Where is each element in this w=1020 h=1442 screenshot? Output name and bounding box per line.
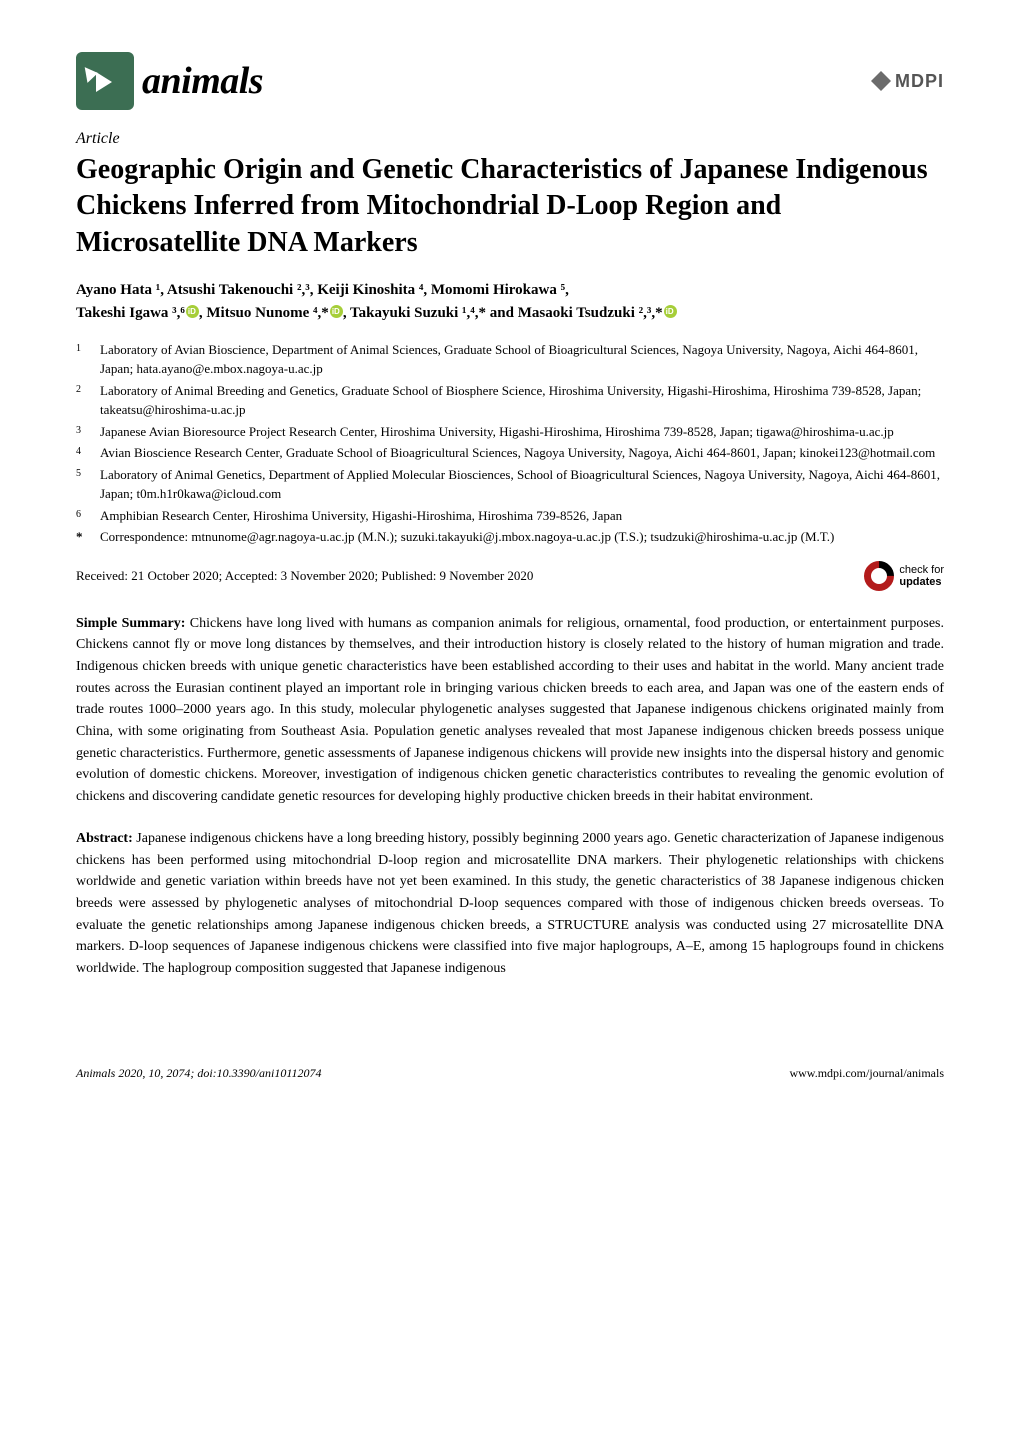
aff-text: Amphibian Research Center, Hiroshima Uni…: [100, 506, 944, 526]
publisher-logo: MDPI: [871, 71, 944, 92]
orcid-icon[interactable]: [330, 305, 343, 318]
aff-number: 5: [76, 465, 100, 504]
journal-logo: animals: [76, 52, 263, 110]
article-type: Article: [76, 130, 944, 148]
corr-star-icon: *: [76, 527, 100, 547]
aff-text: Japanese Avian Bioresource Project Resea…: [100, 422, 944, 442]
dates: Received: 21 October 2020; Accepted: 3 N…: [76, 568, 533, 584]
updates-ring-icon: [858, 554, 900, 596]
authors-line-2a: Takeshi Igawa ³,⁶: [76, 305, 185, 321]
simple-summary-text: Chickens have long lived with humans as …: [76, 616, 944, 805]
authors: Ayano Hata ¹, Atsushi Takenouchi ²,³, Ke…: [76, 279, 944, 326]
abstract-label: Abstract:: [76, 831, 133, 846]
updates-label: check forupdates: [899, 564, 944, 588]
dates-row: Received: 21 October 2020; Accepted: 3 N…: [76, 561, 944, 591]
affiliation-row: 3Japanese Avian Bioresource Project Rese…: [76, 422, 944, 442]
footer-citation: Animals 2020, 10, 2074; doi:10.3390/ani1…: [76, 1066, 321, 1081]
aff-text: Laboratory of Animal Genetics, Departmen…: [100, 465, 944, 504]
correspondence-text: Correspondence: mtnunome@agr.nagoya-u.ac…: [100, 527, 944, 547]
aff-number: 2: [76, 381, 100, 420]
mdpi-mark-icon: [871, 71, 891, 91]
aff-number: 4: [76, 443, 100, 463]
abstract: Abstract: Japanese indigenous chickens h…: [76, 828, 944, 980]
aff-number: 6: [76, 506, 100, 526]
authors-line-2b: , Mitsuo Nunome ⁴,*: [199, 305, 329, 321]
abstract-text: Japanese indigenous chickens have a long…: [76, 831, 944, 976]
header: animals MDPI: [76, 52, 944, 110]
footer: Animals 2020, 10, 2074; doi:10.3390/ani1…: [0, 1066, 1020, 1115]
affiliation-row: 2Laboratory of Animal Breeding and Genet…: [76, 381, 944, 420]
authors-line-2c: , Takayuki Suzuki ¹,⁴,* and Masaoki Tsud…: [343, 305, 663, 321]
journal-logo-icon: [76, 52, 134, 110]
publisher-name: MDPI: [895, 71, 944, 92]
aff-text: Avian Bioscience Research Center, Gradua…: [100, 443, 944, 463]
article-title: Geographic Origin and Genetic Characteri…: [76, 152, 944, 261]
affiliation-row: 5Laboratory of Animal Genetics, Departme…: [76, 465, 944, 504]
orcid-icon[interactable]: [664, 305, 677, 318]
affiliation-row: 1Laboratory of Avian Bioscience, Departm…: [76, 340, 944, 379]
aff-number: 3: [76, 422, 100, 442]
affiliations: 1Laboratory of Avian Bioscience, Departm…: [76, 340, 944, 547]
affiliation-row: 4Avian Bioscience Research Center, Gradu…: [76, 443, 944, 463]
aff-text: Laboratory of Animal Breeding and Geneti…: [100, 381, 944, 420]
check-updates-badge[interactable]: check forupdates: [864, 561, 944, 591]
aff-number: 1: [76, 340, 100, 379]
journal-name: animals: [142, 59, 263, 103]
affiliation-row: 6Amphibian Research Center, Hiroshima Un…: [76, 506, 944, 526]
aff-text: Laboratory of Avian Bioscience, Departme…: [100, 340, 944, 379]
orcid-icon[interactable]: [186, 305, 199, 318]
simple-summary-label: Simple Summary:: [76, 616, 185, 631]
authors-line-1: Ayano Hata ¹, Atsushi Takenouchi ²,³, Ke…: [76, 282, 569, 298]
correspondence-row: *Correspondence: mtnunome@agr.nagoya-u.a…: [76, 527, 944, 547]
footer-url[interactable]: www.mdpi.com/journal/animals: [789, 1066, 944, 1081]
simple-summary: Simple Summary: Chickens have long lived…: [76, 613, 944, 808]
